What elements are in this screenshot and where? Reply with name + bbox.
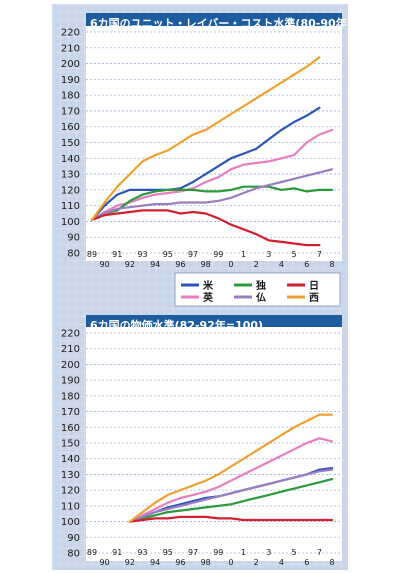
chart1-ytick-label: 80 bbox=[67, 249, 80, 260]
chart2-ytick-label: 180 bbox=[61, 391, 80, 402]
chart2-plot-area bbox=[86, 327, 342, 561]
chart2-xtick-label: 89 bbox=[87, 548, 97, 557]
chart1-ytick-label: 220 bbox=[61, 28, 80, 39]
chart1-ytick-label: 190 bbox=[61, 75, 80, 86]
chart1-xtick-label: 95 bbox=[163, 250, 173, 259]
chart1-ytick-label: 140 bbox=[61, 154, 80, 165]
chart2-ytick-label: 120 bbox=[61, 486, 80, 497]
chart1-ytick-label: 100 bbox=[61, 217, 80, 228]
legend-label-3: 日 bbox=[309, 280, 319, 292]
chart1-xtick-label: 0 bbox=[228, 260, 233, 269]
chart2-xtick-label: 91 bbox=[112, 548, 122, 557]
chart2-xtick-label: 2 bbox=[254, 558, 259, 567]
chart2-xtick-label: 90 bbox=[100, 558, 110, 567]
chart2-xtick-label: 5 bbox=[292, 548, 297, 557]
chart2-ytick-label: 160 bbox=[61, 423, 80, 434]
chart1-xtick-label: 1 bbox=[241, 250, 246, 259]
chart1-xtick-label: 98 bbox=[201, 260, 211, 269]
chart2-ytick-label: 190 bbox=[61, 376, 80, 387]
chart2-xtick-label: 96 bbox=[175, 558, 185, 567]
legend-label-1: 米 bbox=[203, 279, 214, 292]
chart2-ytick-label: 220 bbox=[61, 329, 80, 340]
chart1-ytick-label: 180 bbox=[61, 91, 80, 102]
chart1-ytick-label: 160 bbox=[61, 122, 80, 133]
chart2-ytick-label: 80 bbox=[67, 549, 80, 560]
legend-label-2: 独 bbox=[256, 279, 266, 292]
chart1-ytick-label: 170 bbox=[61, 106, 80, 117]
chart2-xtick-label: 97 bbox=[188, 548, 198, 557]
chart1-series-line-5 bbox=[90, 209, 321, 247]
chart1-ytick-label: 120 bbox=[61, 185, 80, 196]
chart2-xtick-label: 0 bbox=[228, 558, 233, 567]
chart1-series-line-3 bbox=[90, 185, 334, 221]
chart1-xtick-label: 93 bbox=[137, 250, 147, 259]
chart1-xtick-label: 8 bbox=[329, 260, 334, 269]
chart1-ytick-label: 210 bbox=[61, 43, 80, 54]
chart2-xtick-label: 94 bbox=[150, 558, 160, 567]
chart1-ytick-label: 150 bbox=[61, 138, 80, 149]
chart1-series-line-4 bbox=[90, 168, 334, 221]
chart1-xtick-label: 99 bbox=[213, 250, 223, 259]
chart2-xtick-label: 8 bbox=[329, 558, 334, 567]
chart1-xtick-label: 6 bbox=[304, 260, 309, 269]
chart1-xtick-label: 90 bbox=[100, 260, 110, 269]
chart1-xtick-label: 5 bbox=[292, 250, 297, 259]
chart2-ytick-label: 140 bbox=[61, 454, 80, 465]
chart1-series-line-1 bbox=[90, 106, 321, 221]
chart2-xtick-label: 4 bbox=[279, 558, 284, 567]
chart1-xtick-label: 7 bbox=[317, 250, 322, 259]
chart1-series-line-2 bbox=[90, 128, 334, 221]
chart1-xtick-label: 96 bbox=[175, 260, 185, 269]
chart2-ytick-label: 110 bbox=[61, 501, 80, 512]
chart1-ytick-label: 200 bbox=[61, 59, 80, 70]
chart1-xtick-label: 4 bbox=[279, 260, 284, 269]
chart1-plot-area bbox=[86, 26, 342, 261]
chart2-xtick-label: 93 bbox=[137, 548, 147, 557]
chart2-series-line-5 bbox=[128, 515, 334, 523]
chart2-ytick-label: 200 bbox=[61, 360, 80, 371]
chart1-xtick-label: 89 bbox=[87, 250, 97, 259]
chart2-xtick-label: 3 bbox=[266, 548, 271, 557]
chart2-series-line-2 bbox=[128, 437, 334, 523]
chart1-xtick-label: 94 bbox=[150, 260, 160, 269]
chart2-xtick-label: 99 bbox=[213, 548, 223, 557]
legend-label-6: 西 bbox=[309, 292, 319, 304]
chart2-series-line-3 bbox=[128, 478, 334, 523]
chart2-ytick-label: 210 bbox=[61, 344, 80, 355]
legend-label-4: 英 bbox=[202, 291, 214, 304]
chart2-xtick-label: 98 bbox=[201, 558, 211, 567]
chart1-ytick-label: 130 bbox=[61, 170, 80, 181]
chart1-xtick-label: 2 bbox=[254, 260, 259, 269]
chart2-xtick-label: 1 bbox=[241, 548, 246, 557]
chart1-ytick-label: 110 bbox=[61, 201, 80, 212]
chart2-series-line-6 bbox=[128, 413, 334, 523]
chart2-xtick-label: 92 bbox=[125, 558, 135, 567]
chart2-ytick-label: 150 bbox=[61, 439, 80, 450]
chart1-xtick-label: 97 bbox=[188, 250, 198, 259]
legend-box bbox=[174, 272, 341, 307]
chart2-xtick-label: 95 bbox=[163, 548, 173, 557]
legend-label-5: 仏 bbox=[256, 292, 266, 304]
chart1-series-line-6 bbox=[90, 56, 321, 221]
chart2-series-line-4 bbox=[128, 468, 334, 523]
chart2-ytick-label: 170 bbox=[61, 407, 80, 418]
chart1-xtick-label: 92 bbox=[125, 260, 135, 269]
chart1-xtick-label: 91 bbox=[112, 250, 122, 259]
chart2-xtick-label: 6 bbox=[304, 558, 309, 567]
chart1-ytick-label: 90 bbox=[67, 233, 80, 244]
chart2-ytick-label: 100 bbox=[61, 517, 80, 528]
chart2-ytick-label: 90 bbox=[67, 533, 80, 544]
chart2-ytick-label: 130 bbox=[61, 470, 80, 481]
chart2-xtick-label: 7 bbox=[317, 548, 322, 557]
chart1-xtick-label: 3 bbox=[266, 250, 271, 259]
